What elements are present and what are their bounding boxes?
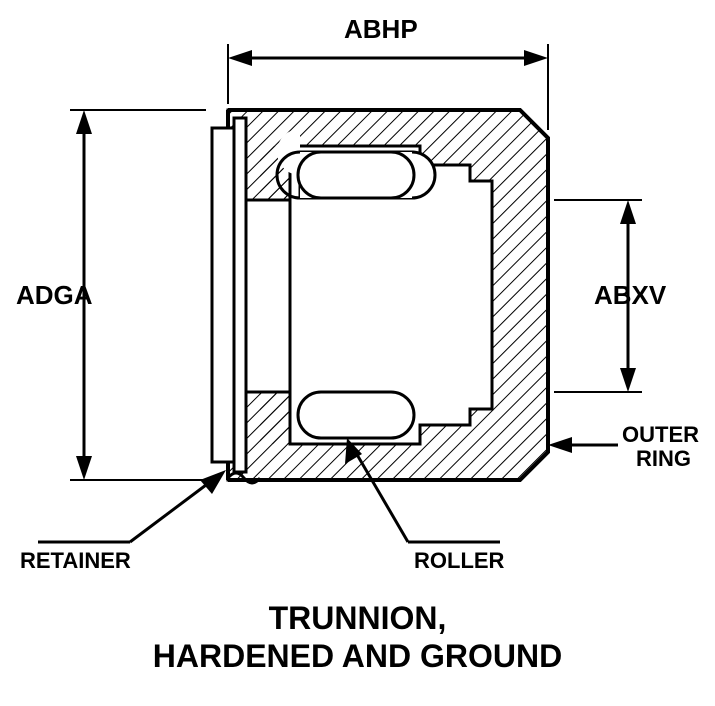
title-line-1: TRUNNION, <box>0 600 715 637</box>
roller-bottom <box>298 392 414 438</box>
label-roller: ROLLER <box>414 548 504 574</box>
title-line-2: HARDENED AND GROUND <box>0 638 715 675</box>
label-retainer: RETAINER <box>20 548 131 574</box>
label-abxv: ABXV <box>594 280 666 311</box>
label-outer-ring-2: RING <box>636 446 691 472</box>
label-outer-ring-1: OUTER <box>622 422 699 448</box>
label-abhp: ABHP <box>344 14 418 45</box>
label-adga: ADGA <box>16 280 93 311</box>
leader-outer-ring <box>548 437 618 453</box>
retainer-part <box>212 118 246 472</box>
